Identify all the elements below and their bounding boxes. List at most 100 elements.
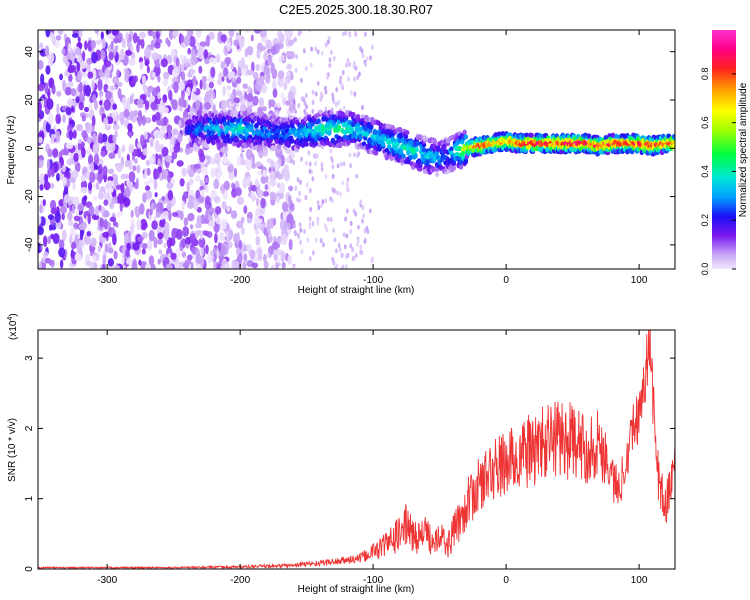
spectrogram-noise-cell (223, 180, 230, 191)
spectrogram-sparse-cell (363, 238, 367, 245)
spectrogram-noise-cell (104, 243, 109, 253)
spectrogram-noise-cell (216, 250, 220, 257)
spectrogram-noise-cell (46, 98, 54, 110)
spectrogram-sparse-cell (353, 60, 356, 67)
spectrogram-noise-cell (186, 86, 191, 97)
spectrogram-xlabel: Height of straight line (km) (298, 285, 415, 296)
spectrogram-sparse-cell (311, 108, 315, 114)
spectrogram-noise-cell (84, 106, 90, 113)
spectrogram-sparse-cell (356, 74, 360, 81)
spectrogram-noise-cell (71, 33, 79, 39)
spectrogram-sparse-cell (323, 223, 327, 229)
spectrogram-noise-cell (50, 32, 55, 42)
spectrogram-noise-cell (188, 35, 196, 48)
spectrogram-noise-cell (138, 259, 142, 266)
spectrogram-noise-cell (90, 39, 96, 49)
spectrogram-noise-cell (52, 148, 59, 158)
spectrogram-sparse-cell (299, 227, 303, 233)
spectrogram-noise-cell (230, 210, 238, 219)
spectrogram-noise-cell (265, 175, 269, 183)
spectrogram-noise-cell (260, 84, 268, 94)
spectrogram-noise-cell (102, 254, 107, 265)
spectrogram-noise-cell (144, 263, 152, 269)
spectrogram-noise-cell (217, 78, 223, 86)
spectrogram-sparse-cell (336, 163, 340, 169)
spectrogram-sparse-cell (338, 247, 342, 253)
spectrogram-noise-cell (170, 252, 177, 260)
spectrogram-noise-cell (144, 59, 150, 67)
spectrogram-noise-cell (75, 164, 80, 171)
spectrogram-noise-cell (196, 206, 202, 213)
spectrogram-sparse-cell (299, 30, 303, 35)
spectrogram-noise-cell (205, 244, 209, 255)
spectrogram-noise-cell (214, 152, 221, 165)
spectrogram-ridge-cell (671, 143, 675, 149)
spectrogram-ridge-cell (358, 134, 363, 141)
spectrogram-noise-cell (189, 233, 197, 243)
spectrogram-noise-cell (45, 121, 51, 133)
spectrogram-noise-cell (146, 85, 154, 93)
spectrogram-ridge-cell (451, 165, 457, 171)
spectrogram-sparse-cell (309, 206, 313, 212)
spectrogram-noise-cell (88, 171, 96, 183)
spectrogram-noise-cell (240, 226, 246, 236)
spectrogram-noise-cell (222, 156, 229, 165)
spectrogram-noise-cell (279, 219, 285, 231)
spectrogram-sparse-cell (296, 197, 299, 203)
spectrogram-noise-cell (208, 81, 214, 89)
colorbar-label: Normalized spectral amplitude (738, 82, 749, 217)
spectrogram-noise-cell (272, 241, 279, 250)
spectrogram-noise-cell (178, 81, 185, 91)
spectrogram-sparse-cell (298, 222, 302, 228)
spectrogram-sparse-cell (300, 249, 304, 255)
spectrogram-noise-cell (149, 155, 155, 165)
spectrogram-noise-cell (221, 201, 227, 210)
spectrogram-noise-cell (62, 176, 67, 186)
spectrogram-noise-cell (236, 76, 242, 84)
colorbar-tick-label: 0.4 (700, 165, 710, 178)
spectrogram-noise-cell (116, 69, 120, 79)
spectrogram-noise-cell (51, 84, 56, 95)
spectrogram-ridge-cell (373, 150, 379, 156)
spectrogram-sparse-cell (346, 57, 350, 63)
spectrogram-noise-cell (199, 79, 203, 90)
spectrogram-noise-cell (100, 150, 106, 158)
spectrogram-noise-cell (153, 179, 158, 190)
spectrogram-sparse-cell (308, 187, 312, 194)
spectrogram-noise-cell (163, 242, 167, 249)
spectrogram-noise-cell (233, 39, 239, 47)
spectrogram-sparse-cell (292, 104, 296, 111)
spectrogram-noise-cell (38, 159, 44, 169)
spectrogram-noise-cell (75, 96, 80, 104)
spectrogram-noise-cell (78, 101, 84, 111)
spectrogram-noise-cell (136, 218, 142, 231)
spectrogram-noise-cell (112, 220, 117, 227)
spectrogram-noise-cell (244, 30, 251, 33)
spectrogram-noise-cell (237, 66, 242, 77)
spectrogram-noise-cell (155, 30, 160, 40)
spectrogram-ridge-cell (387, 144, 392, 150)
spectrogram-sparse-cell (331, 173, 335, 180)
spectrogram-noise-cell (285, 100, 290, 106)
spectrogram-noise-cell (128, 180, 134, 192)
spectrogram-sparse-cell (336, 190, 339, 196)
spectrogram-noise-cell (161, 156, 165, 163)
spectrogram-sparse-cell (354, 32, 358, 38)
spectrogram-noise-cell (204, 230, 210, 237)
spectrogram-noise-cell (105, 143, 110, 152)
snr-xlabel: Height of straight line (km) (298, 584, 415, 595)
spectrogram-noise-cell (131, 261, 138, 269)
spectrogram-noise-cell (178, 119, 182, 130)
spectrogram-noise-cell (77, 70, 83, 81)
spectrogram-noise-cell (243, 205, 248, 214)
spectrogram-ridge-cell (254, 145, 259, 151)
spectrogram-noise-cell (125, 248, 130, 258)
spectrogram-noise-cell (259, 45, 267, 52)
spectrogram-ridge-cell (586, 133, 592, 139)
spectrogram-noise-cell (277, 76, 285, 88)
spectrogram-noise-cell (38, 242, 41, 253)
spectrogram-noise-cell (44, 174, 49, 183)
spectrogram-noise-cell (117, 147, 121, 159)
spectrogram-noise-cell (128, 131, 133, 139)
spectrogram-noise-cell (103, 99, 111, 111)
